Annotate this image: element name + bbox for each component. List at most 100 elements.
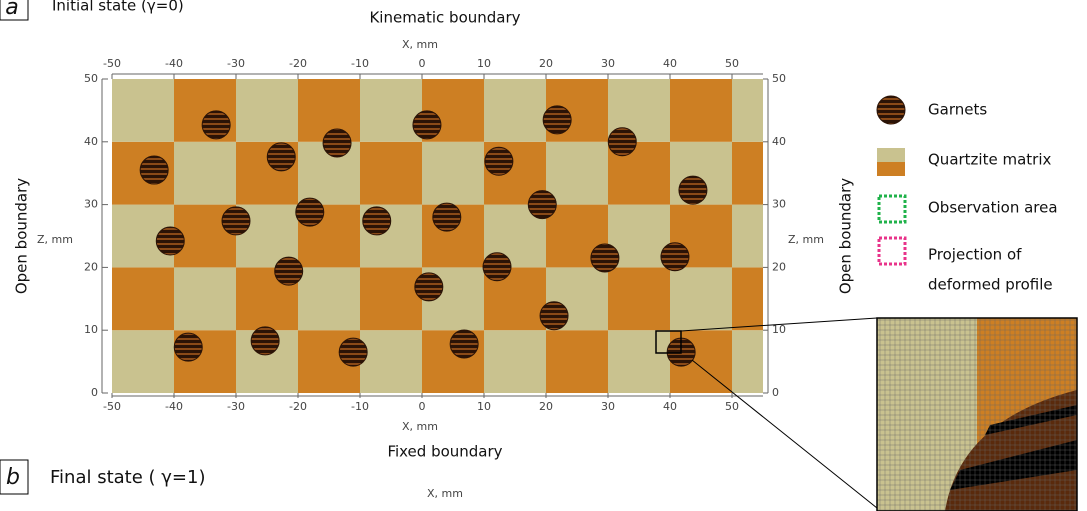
legend-label: Observation area: [928, 199, 1058, 217]
legend-swatch: [879, 196, 905, 222]
garnet: [450, 330, 478, 358]
x-tick-label: 10: [477, 400, 491, 413]
zoom-line: [692, 360, 877, 508]
matrix-cell: [484, 79, 546, 142]
x-tick-label: -30: [227, 57, 245, 70]
garnet: [413, 111, 441, 139]
matrix-cell: [732, 79, 763, 142]
garnet: [275, 257, 303, 285]
chart-title: Kinematic boundary: [369, 9, 520, 27]
matrix-cell: [732, 142, 763, 205]
y-tick-label: 10: [84, 323, 98, 336]
y-axis-label: Z, mm: [788, 233, 824, 246]
legend-label: deformed profile: [928, 276, 1053, 294]
garnet: [323, 129, 351, 157]
x-tick-label: -10: [351, 57, 369, 70]
x-tick-label: 0: [419, 400, 426, 413]
matrix-cell: [546, 142, 608, 205]
garnet: [608, 128, 636, 156]
garnet: [591, 244, 619, 272]
matrix-cell: [732, 205, 763, 268]
matrix-cell: [298, 267, 360, 330]
garnet: [415, 273, 443, 301]
matrix-cell: [360, 142, 422, 205]
garnet: [174, 333, 202, 361]
garnet: [363, 207, 391, 235]
x-axis-label: X, mm: [402, 420, 438, 433]
matrix-cell: [608, 330, 670, 393]
matrix-cell: [732, 267, 763, 330]
x-tick-label: 20: [539, 400, 553, 413]
x-tick-label: -20: [289, 400, 307, 413]
matrix-cell: [670, 79, 732, 142]
x-tick-label: -40: [165, 400, 183, 413]
x-tick-label: -50: [103, 57, 121, 70]
panel-title: Initial state (γ=0): [52, 0, 184, 15]
y-tick-label: 0: [772, 386, 779, 399]
x-tick-label: -20: [289, 57, 307, 70]
x-tick-label: -50: [103, 400, 121, 413]
matrix-cell: [608, 267, 670, 330]
y-tick-label: 30: [772, 198, 786, 211]
bottom-label: Fixed boundary: [387, 443, 502, 461]
garnet: [339, 338, 367, 366]
garnet: [661, 243, 689, 271]
garnet: [540, 302, 568, 330]
garnet: [528, 191, 556, 219]
matrix-cell: [112, 330, 174, 393]
x-tick-label: 30: [601, 57, 615, 70]
garnet: [222, 207, 250, 235]
y-tick-label: 0: [91, 386, 98, 399]
x-tick-label: -30: [227, 400, 245, 413]
x-tick-label: 20: [539, 57, 553, 70]
x-tick-label: 40: [663, 57, 677, 70]
inset-frame: [877, 318, 1077, 511]
y-tick-label: 40: [84, 135, 98, 148]
x-tick-label: -10: [351, 400, 369, 413]
y-tick-label: 50: [84, 72, 98, 85]
legend-swatch: [879, 238, 905, 264]
x-tick-label: 10: [477, 57, 491, 70]
garnet: [543, 106, 571, 134]
garnet: [483, 253, 511, 281]
y-tick-label: 20: [84, 260, 98, 273]
garnet: [433, 203, 461, 231]
x-tick-label: 30: [601, 400, 615, 413]
matrix-cell: [174, 267, 236, 330]
x-axis-label: X, mm: [402, 38, 438, 51]
legend-label: Garnets: [928, 101, 987, 119]
side-label: Open boundary: [837, 178, 855, 294]
y-tick-label: 40: [772, 135, 786, 148]
legend-garnet: [877, 96, 905, 124]
panel-title: Final state ( γ=1): [50, 467, 205, 488]
matrix-cell: [112, 267, 174, 330]
garnet: [251, 327, 279, 355]
matrix-cell: [546, 330, 608, 393]
x-tick-label: 50: [725, 400, 739, 413]
garnet: [202, 111, 230, 139]
legend-label: Projection of: [928, 246, 1022, 264]
matrix-cell: [360, 330, 422, 393]
garnet: [679, 176, 707, 204]
garnet: [267, 143, 295, 171]
matrix-cell: [174, 142, 236, 205]
matrix-cell: [732, 330, 763, 393]
figure: a Initial state (γ=0) b Final state ( γ=…: [0, 0, 1087, 511]
matrix-cell: [236, 79, 298, 142]
matrix-cell: [360, 267, 422, 330]
y-tick-label: 20: [772, 260, 786, 273]
legend-swatch: [877, 162, 905, 176]
matrix-cell: [670, 267, 732, 330]
y-tick-label: 50: [772, 72, 786, 85]
side-label: Open boundary: [13, 178, 31, 294]
matrix-cell: [422, 142, 484, 205]
garnet: [140, 156, 168, 184]
y-tick-label: 30: [84, 198, 98, 211]
x-tick-label: 0: [419, 57, 426, 70]
matrix-cell: [360, 79, 422, 142]
x-axis-label: X, mm: [427, 487, 463, 500]
matrix-cell: [112, 79, 174, 142]
matrix-cell: [484, 330, 546, 393]
legend-label: Quartzite matrix: [928, 151, 1051, 169]
panel-label: b: [6, 465, 20, 490]
